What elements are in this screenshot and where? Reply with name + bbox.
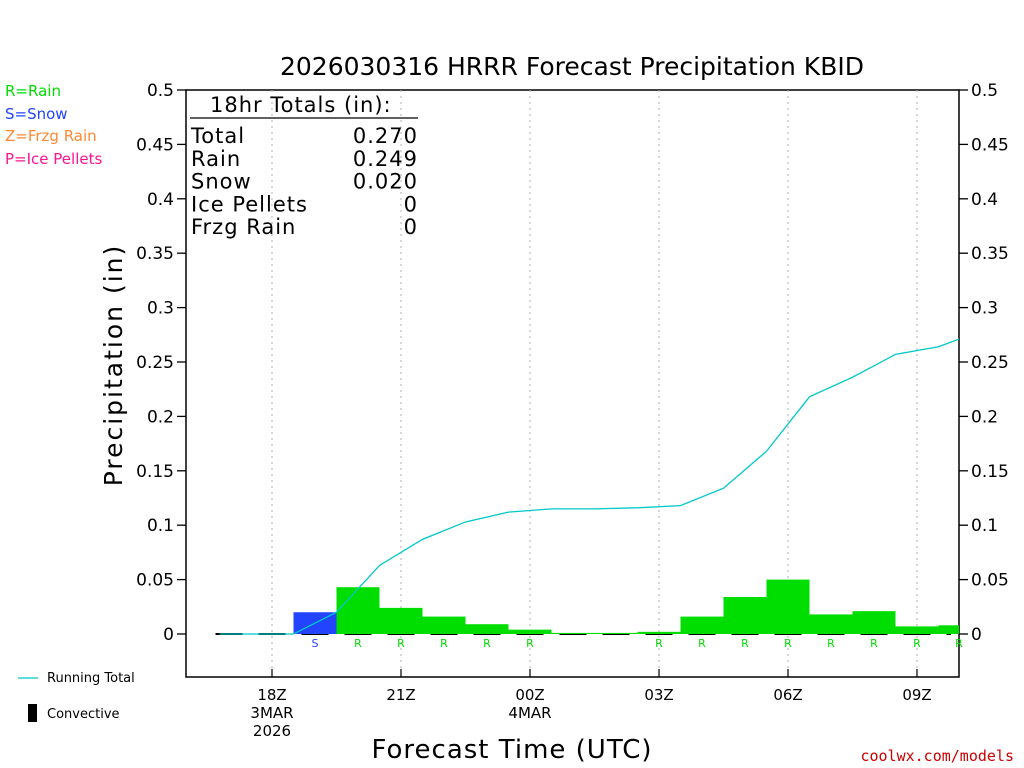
precip-bar bbox=[637, 631, 681, 634]
precip-type-label: R bbox=[741, 637, 749, 650]
chart-title: 2026030316 HRRR Forecast Precipitation K… bbox=[280, 52, 864, 81]
y-tick-label-left: 0.45 bbox=[136, 135, 174, 155]
y-tick-label-left: 0.15 bbox=[136, 462, 174, 482]
precip-bar bbox=[766, 579, 810, 634]
precip-type-label: R bbox=[913, 637, 921, 650]
y-tick-label-left: 0.2 bbox=[147, 407, 174, 427]
y-tick-label-right: 0.35 bbox=[971, 244, 1009, 264]
y-tick-label-left: 0.5 bbox=[147, 81, 174, 101]
precip-type-label: R bbox=[827, 637, 835, 650]
plot-frame bbox=[185, 89, 960, 678]
y-tick-label-right: 0.2 bbox=[971, 407, 998, 427]
x-tick-label: 03Z bbox=[644, 686, 673, 704]
x-tick-label: 4MAR bbox=[508, 704, 551, 722]
y-tick-label-right: 0.4 bbox=[971, 190, 998, 210]
grid-lines bbox=[271, 90, 918, 677]
precip-type-label: R bbox=[698, 637, 706, 650]
y-tick-label-left: 0 bbox=[163, 625, 174, 645]
running-total-legend-label: Running Total bbox=[47, 671, 135, 686]
precip-type-label: R bbox=[397, 637, 405, 650]
convective-legend-swatch bbox=[28, 704, 37, 722]
totals-row-value: 0 bbox=[404, 215, 418, 239]
precip-bar bbox=[852, 611, 896, 634]
totals-row-value: 0.249 bbox=[353, 147, 418, 171]
y-tick-label-right: 0.5 bbox=[971, 81, 998, 101]
totals-row-label: Rain bbox=[191, 147, 241, 171]
y-tick-label-left: 0.25 bbox=[136, 353, 174, 373]
x-axis-label: Forecast Time (UTC) bbox=[371, 735, 652, 765]
y-tick-label-right: 0.3 bbox=[971, 299, 998, 319]
y-tick-label-right: 0.1 bbox=[971, 516, 998, 536]
totals-row-label: Frzg Rain bbox=[191, 215, 296, 239]
precip-type-label: R bbox=[784, 637, 792, 650]
precip-bar bbox=[938, 625, 959, 634]
y-tick-label-right: 0.45 bbox=[971, 135, 1009, 155]
precip-bar bbox=[465, 624, 509, 634]
precip-bar bbox=[379, 607, 423, 634]
precip-bar bbox=[551, 632, 595, 634]
y-tick-label-right: 0.25 bbox=[971, 353, 1009, 373]
precip-type-label: R bbox=[955, 637, 963, 650]
precip-bar bbox=[895, 626, 939, 634]
y-tick-label-right: 0.05 bbox=[971, 571, 1009, 591]
y-tick-label-right: 0.15 bbox=[971, 462, 1009, 482]
precip-bar bbox=[508, 629, 552, 634]
x-tick-label: 09Z bbox=[902, 686, 931, 704]
precip-bar bbox=[809, 614, 853, 634]
credit-text: coolwx.com/models bbox=[860, 747, 1014, 765]
x-tick-label: 00Z bbox=[515, 686, 544, 704]
precip-type-label: R bbox=[354, 637, 362, 650]
precip-type-label: R bbox=[526, 637, 534, 650]
y-tick-label-left: 0.05 bbox=[136, 571, 174, 591]
totals-box: 18hr Totals (in): Total 0.270 Rain 0.249 Sno… bbox=[190, 93, 418, 239]
legend-frzg-rain: Z=Frzg Rain bbox=[5, 127, 97, 145]
precip-bar bbox=[422, 616, 466, 634]
x-tick-label: 18Z bbox=[257, 686, 286, 704]
y-tick-label-left: 0.3 bbox=[147, 299, 174, 319]
totals-row-label: Total bbox=[190, 124, 245, 148]
x-tick-label: 06Z bbox=[773, 686, 802, 704]
legend-rain: R=Rain bbox=[5, 82, 61, 100]
y-axis-label: Precipitation (in) bbox=[99, 244, 128, 487]
precip-type-label: R bbox=[870, 637, 878, 650]
y-ticks: 0 00.05 0.050.1 0.10.15 0.150.2 0.20.25 0.250.… bbox=[136, 81, 1009, 645]
precip-bar bbox=[680, 616, 724, 634]
precip-bars bbox=[215, 579, 959, 635]
convective-legend-label: Convective bbox=[47, 707, 120, 722]
precip-bar bbox=[594, 632, 638, 634]
y-tick-label-right: 0 bbox=[971, 625, 982, 645]
y-tick-label-left: 0.4 bbox=[147, 190, 174, 210]
totals-row-value: 0 bbox=[404, 192, 418, 216]
totals-row-value: 0.020 bbox=[353, 170, 418, 194]
totals-row-value: 0.270 bbox=[353, 124, 418, 148]
legend-ice-pellets: P=Ice Pellets bbox=[5, 150, 102, 168]
running-total-line bbox=[219, 338, 960, 635]
precip-type-label: R bbox=[655, 637, 663, 650]
x-tick-label: 21Z bbox=[386, 686, 415, 704]
totals-row-label: Snow bbox=[191, 170, 252, 194]
totals-header: 18hr Totals (in): bbox=[210, 93, 392, 117]
precip-bar bbox=[723, 597, 767, 634]
precip-type-label: R bbox=[483, 637, 491, 650]
precip-type-label: S bbox=[312, 637, 319, 650]
y-tick-label-left: 0.35 bbox=[136, 244, 174, 264]
totals-row-label: Ice Pellets bbox=[191, 192, 308, 216]
x-tick-label: 3MAR bbox=[250, 704, 293, 722]
legend-snow: S=Snow bbox=[5, 105, 68, 123]
precip-type-label: R bbox=[440, 637, 448, 650]
y-tick-label-left: 0.1 bbox=[147, 516, 174, 536]
x-tick-label: 2026 bbox=[253, 722, 291, 740]
precip-bar bbox=[336, 587, 380, 634]
